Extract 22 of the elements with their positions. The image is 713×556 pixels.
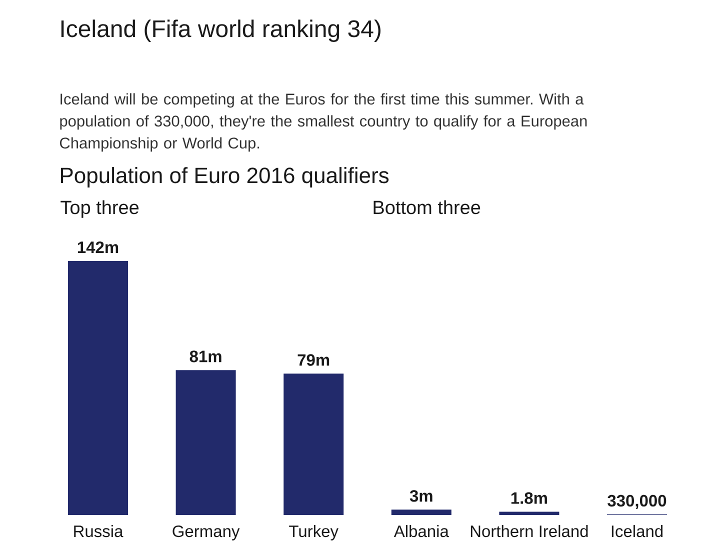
x-tick-label: Turkey	[289, 525, 338, 540]
data-label: 142m	[78, 241, 118, 253]
data-label: 3m	[410, 490, 432, 502]
text: Top three	[60, 200, 139, 218]
x-tick-label: Germany	[172, 525, 240, 540]
x-tick-label: Albania	[394, 525, 449, 538]
text: Population of Euro 2016 qualifiers	[61, 167, 389, 188]
bar	[68, 260, 128, 515]
bar	[176, 370, 236, 515]
data-label: 330,000	[608, 494, 666, 509]
x-tick-label: Russia	[74, 525, 124, 538]
x-tick-label: Northern Ireland	[470, 525, 588, 538]
chart-title: Iceland (Fifa world ranking 34)	[61, 20, 380, 42]
bar	[391, 510, 452, 515]
data-label: 79m	[298, 354, 330, 366]
x-tick-label: Iceland	[612, 525, 663, 538]
data-label: 81m	[190, 350, 222, 362]
text: Bottom three	[374, 200, 480, 214]
bar	[284, 374, 344, 515]
data-label: 1.8m	[511, 492, 547, 504]
bar	[499, 512, 560, 515]
chart-subtitle: Iceland will be competing at the Euros for the first time this summer. With a population of 330,000, they're the smallest country to qualify for a European Championship or World Cup.	[60, 93, 587, 152]
